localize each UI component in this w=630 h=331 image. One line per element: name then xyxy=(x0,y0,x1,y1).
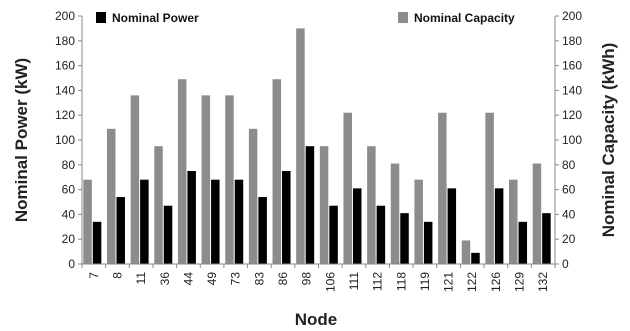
right-tick-label: 140 xyxy=(562,83,582,97)
bar-nominal-capacity xyxy=(177,79,187,265)
x-tick-label: 119 xyxy=(418,272,432,291)
bar-nominal-power xyxy=(187,171,196,264)
right-tick-label: 120 xyxy=(562,108,582,122)
left-tick-label: 80 xyxy=(62,158,76,172)
x-tick-label: 36 xyxy=(158,272,172,286)
legend: Nominal Power Nominal Capacity xyxy=(96,11,515,25)
left-tick-label: 160 xyxy=(55,59,75,73)
left-tick-label: 100 xyxy=(55,133,75,147)
right-tick-label: 0 xyxy=(562,257,569,271)
x-tick-label: 129 xyxy=(513,272,527,292)
right-tick-label: 80 xyxy=(562,158,576,172)
x-tick-label: 83 xyxy=(252,272,266,286)
left-axis: 0 20 40 60 80 100 120 140 160 180 200 xyxy=(55,9,83,271)
left-tick-label: 20 xyxy=(62,232,76,246)
bar-nominal-power xyxy=(423,221,433,264)
bar-nominal-power xyxy=(305,146,315,264)
bar-nominal-capacity xyxy=(343,112,352,264)
bar-nominal-capacity xyxy=(485,112,494,264)
bar-nominal-power xyxy=(471,252,480,264)
bar-nominal-power xyxy=(376,205,386,264)
bar-nominal-capacity xyxy=(509,179,518,264)
bar-nominal-capacity xyxy=(83,179,92,264)
bar-nominal-capacity xyxy=(532,163,542,264)
bar-nominal-capacity xyxy=(319,146,329,264)
right-tick-label: 60 xyxy=(562,183,576,197)
right-tick-label: 160 xyxy=(562,59,582,73)
bar-nominal-power xyxy=(116,197,125,264)
legend-label-nominal-power: Nominal Power xyxy=(112,11,199,25)
x-tick-label: 121 xyxy=(442,272,456,292)
bar-nominal-power xyxy=(258,197,267,264)
left-tick-label: 0 xyxy=(68,257,75,271)
bar-nominal-power xyxy=(282,171,291,264)
left-tick-label: 120 xyxy=(55,108,75,122)
left-tick-label: 60 xyxy=(62,183,76,197)
bar-nominal-capacity xyxy=(390,163,400,264)
bar-nominal-capacity xyxy=(296,28,305,265)
bar-nominal-power xyxy=(163,205,173,264)
bar-nominal-capacity xyxy=(225,95,234,264)
bar-nominal-capacity xyxy=(272,79,282,265)
bar-nominal-capacity xyxy=(414,179,423,264)
bar-nominal-capacity xyxy=(461,240,471,264)
x-axis: 7 8 11 36 44 49 73 83 86 98 106 111 112 118 119 121 122 1… xyxy=(81,263,556,292)
right-tick-label: 20 xyxy=(562,232,576,246)
right-tick-label: 100 xyxy=(562,133,582,147)
bar-nominal-power xyxy=(494,188,504,264)
y-axis-title-right: Nominal Capacity (kWh) xyxy=(599,43,618,238)
bar-nominal-capacity xyxy=(154,146,163,264)
bar-nominal-power xyxy=(329,205,338,264)
x-tick-label: 73 xyxy=(229,272,243,286)
x-tick-label: 111 xyxy=(347,272,361,291)
x-tick-label: 98 xyxy=(300,272,314,286)
bar-nominal-capacity xyxy=(106,128,116,264)
bar-nominal-power xyxy=(400,213,409,264)
bar-nominal-power xyxy=(518,221,528,264)
bar-nominal-power xyxy=(140,179,149,264)
x-tick-label: 7 xyxy=(87,272,101,279)
bar-nominal-capacity xyxy=(438,112,447,264)
right-tick-label: 180 xyxy=(562,34,582,48)
legend-swatch-nominal-power xyxy=(96,12,106,23)
x-tick-label: 86 xyxy=(276,272,290,286)
bar-nominal-power xyxy=(447,188,457,264)
x-tick-label: 49 xyxy=(205,272,219,286)
bar-nominal-power xyxy=(211,179,220,264)
left-tick-label: 180 xyxy=(55,34,75,48)
bar-nominal-capacity xyxy=(248,128,258,264)
bar-nominal-capacity xyxy=(130,95,140,264)
x-tick-label: 132 xyxy=(536,272,550,292)
left-tick-label: 200 xyxy=(55,9,75,23)
x-tick-label: 8 xyxy=(110,272,124,279)
x-tick-label: 44 xyxy=(181,272,195,286)
x-tick-label: 112 xyxy=(371,272,385,291)
bar-nominal-power xyxy=(234,179,244,264)
plot-area xyxy=(83,28,551,265)
x-tick-label: 126 xyxy=(489,272,503,292)
x-tick-label: 11 xyxy=(134,272,148,285)
left-tick-label: 40 xyxy=(62,207,76,221)
x-tick-label: 118 xyxy=(394,272,408,291)
x-axis-title: Node xyxy=(295,310,338,329)
bar-nominal-capacity xyxy=(367,146,376,264)
right-axis: 0 20 40 60 80 100 120 140 160 180 200 xyxy=(554,9,582,271)
bar-nominal-power xyxy=(92,221,102,264)
y-axis-title-left: Nominal Power (kW) xyxy=(12,58,31,222)
left-tick-label: 140 xyxy=(55,83,75,97)
bar-nominal-power xyxy=(352,188,362,264)
right-tick-label: 200 xyxy=(562,9,582,23)
right-tick-label: 40 xyxy=(562,207,576,221)
bar-nominal-power xyxy=(542,213,551,264)
x-tick-label: 122 xyxy=(465,272,479,292)
bar-nominal-capacity xyxy=(201,95,211,264)
legend-label-nominal-capacity: Nominal Capacity xyxy=(414,11,515,25)
legend-swatch-nominal-capacity xyxy=(398,12,408,23)
x-tick-label: 106 xyxy=(323,272,337,292)
